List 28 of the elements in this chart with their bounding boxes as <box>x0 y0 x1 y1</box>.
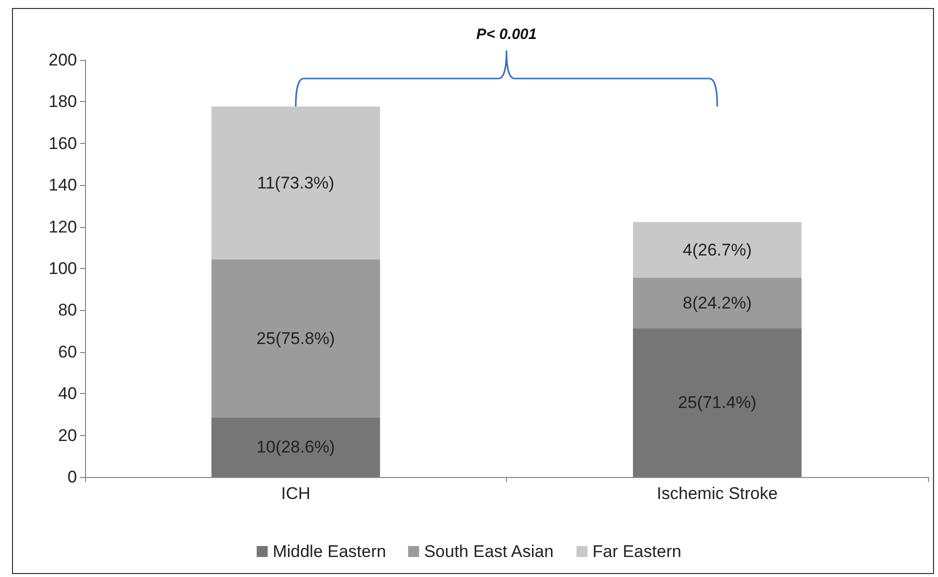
y-tick-label: 200 <box>48 50 77 70</box>
data-label: 11(73.3%) <box>257 173 334 192</box>
y-tick-label: 40 <box>58 384 77 404</box>
y-tick-label: 160 <box>48 134 77 153</box>
y-tick-label: 0 <box>68 468 77 486</box>
bar <box>211 417 380 477</box>
x-tick-label: ICH <box>281 484 310 503</box>
bar <box>632 278 802 328</box>
legend-label: Far Eastern <box>592 542 682 561</box>
data-label: 4(26.7%) <box>682 240 752 260</box>
data-label: 8(24.2%) <box>682 293 752 312</box>
y-tick-label: 80 <box>58 300 77 320</box>
data-label: 10(28.6%) <box>256 438 335 457</box>
y-tick-label: 180 <box>48 92 77 112</box>
legend-label: Middle Eastern <box>272 542 386 561</box>
bar <box>632 222 802 278</box>
data-label: 25(75.8%) <box>256 328 335 348</box>
text: P< 0.001 <box>476 26 537 43</box>
data-label: 25(71.4%) <box>678 393 756 412</box>
y-tick-label: 140 <box>48 176 77 195</box>
bar <box>632 328 802 477</box>
y-tick-label: 120 <box>48 217 77 236</box>
y-tick-label: 20 <box>58 426 77 445</box>
bar <box>211 259 380 418</box>
y-tick-label: 100 <box>48 259 77 278</box>
legend-label: South East Asian <box>424 542 554 561</box>
y-tick-label: 60 <box>58 342 77 362</box>
x-tick-label: Ischemic Stroke <box>656 484 778 503</box>
